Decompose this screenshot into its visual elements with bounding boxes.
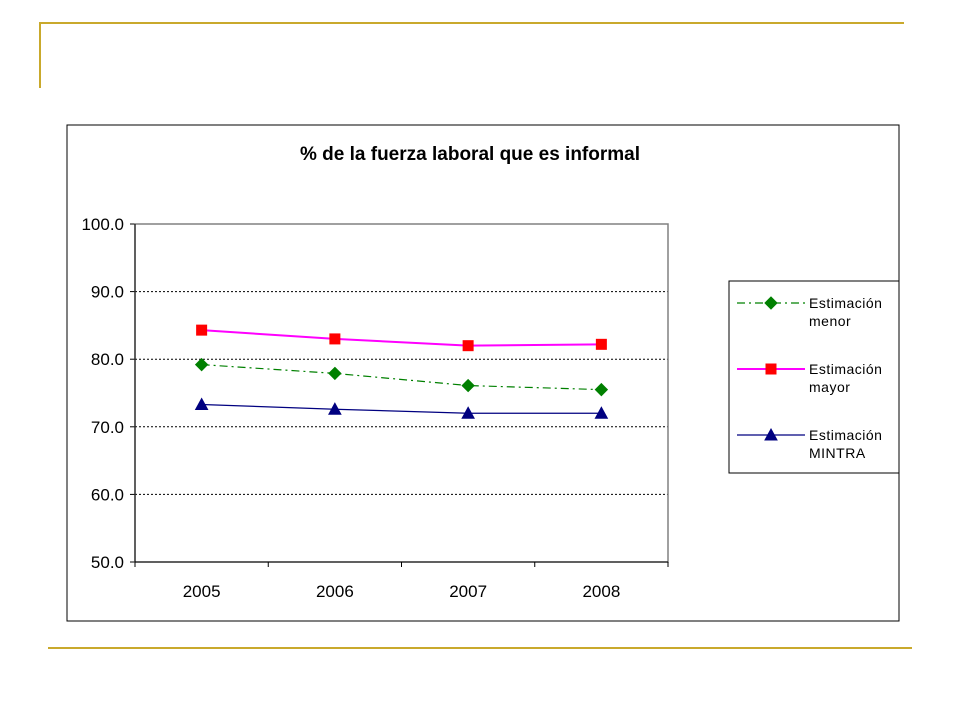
data-point: [462, 340, 474, 352]
legend-label: Estimación: [809, 295, 882, 311]
y-tick-label: 70.0: [91, 418, 124, 437]
data-point: [328, 402, 342, 415]
data-point: [595, 338, 607, 350]
data-point: [329, 333, 341, 345]
y-tick-label: 60.0: [91, 485, 124, 504]
x-tick-label: 2005: [183, 582, 221, 601]
x-tick-label: 2007: [449, 582, 487, 601]
x-tick-label: 2008: [582, 582, 620, 601]
data-point: [194, 357, 209, 372]
legend-label: mayor: [809, 379, 850, 395]
legend-label: Estimación: [809, 427, 882, 443]
data-point: [461, 406, 475, 419]
legend-marker: [764, 427, 778, 441]
legend-label: menor: [809, 313, 851, 329]
chart-title: % de la fuerza laboral que es informal: [300, 144, 640, 165]
series-line-1: [201, 364, 602, 391]
decorative-bottom-rule: [48, 647, 912, 649]
data-point: [594, 382, 609, 397]
data-point: [461, 378, 475, 393]
series-line-3: [201, 403, 602, 414]
legend-label: Estimación: [809, 361, 882, 377]
data-point: [196, 324, 208, 336]
series-line-2: [201, 329, 602, 347]
y-tick-label: 80.0: [91, 350, 124, 369]
x-tick-label: 2006: [316, 582, 354, 601]
data-point: [594, 406, 609, 419]
legend-marker: [764, 296, 778, 310]
data-point: [328, 366, 342, 381]
legend-box: [728, 280, 900, 474]
legend-marker: [765, 363, 777, 375]
decorative-left-rule: [39, 22, 41, 88]
y-tick-label: 100.0: [81, 215, 124, 234]
legend-label: MINTRA: [809, 445, 866, 461]
decorative-top-rule: [39, 22, 904, 24]
y-tick-label: 50.0: [91, 553, 124, 572]
plot-area: [135, 224, 668, 562]
y-tick-label: 90.0: [91, 283, 124, 302]
data-point: [194, 397, 209, 410]
